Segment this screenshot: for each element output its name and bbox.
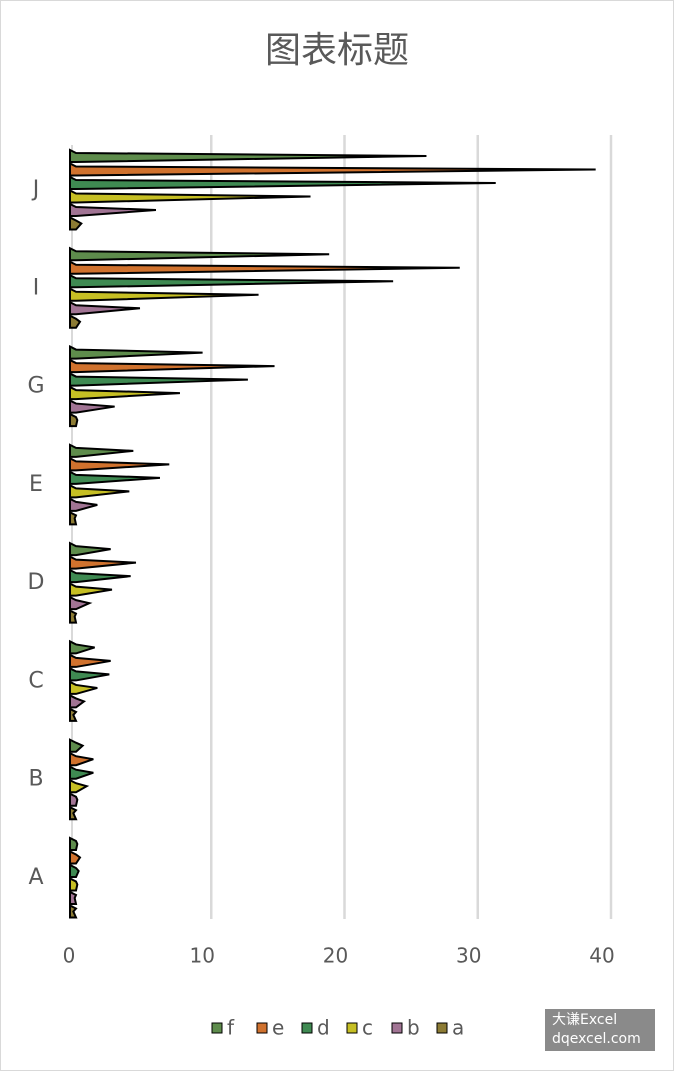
spike — [69, 707, 78, 722]
spike — [69, 148, 427, 163]
spike — [69, 260, 460, 275]
spike — [69, 778, 90, 794]
spike — [69, 836, 79, 851]
spike — [69, 188, 311, 204]
spike — [69, 246, 330, 262]
spike — [69, 412, 79, 428]
spike — [69, 903, 78, 919]
y-tick-label: I — [33, 275, 40, 300]
spike — [69, 792, 79, 807]
y-tick-label: B — [28, 767, 43, 792]
y-tick-label: A — [28, 865, 43, 890]
spike — [69, 876, 79, 892]
spike — [69, 666, 110, 682]
chart-title: 图表标题 — [265, 30, 409, 71]
x-tick-label: 0 — [63, 944, 76, 968]
spike — [69, 595, 93, 611]
legend-swatch — [211, 1022, 223, 1034]
watermark: 大谦Excel — [552, 1012, 617, 1028]
spike — [69, 358, 275, 374]
legend-swatch — [301, 1022, 313, 1034]
legend-label: a — [452, 1016, 464, 1040]
spike — [69, 541, 111, 557]
legend-swatch — [256, 1022, 268, 1034]
legend-swatch — [346, 1022, 358, 1034]
legend-label: d — [317, 1016, 330, 1040]
spike — [69, 287, 259, 302]
spike — [69, 849, 82, 865]
spike — [69, 805, 78, 821]
spike — [69, 175, 496, 190]
spike — [69, 738, 85, 753]
spike — [69, 890, 78, 905]
spike — [69, 385, 180, 401]
spike — [69, 582, 113, 597]
spike — [69, 693, 87, 709]
spike — [69, 470, 161, 485]
spike — [69, 161, 596, 177]
spike — [69, 314, 82, 329]
x-tick-label: 20 — [323, 944, 348, 968]
y-tick-label: G — [27, 374, 44, 399]
legend-swatch — [436, 1022, 448, 1034]
spike — [69, 273, 394, 289]
spike — [69, 555, 137, 570]
spike — [69, 863, 80, 878]
y-tick-label: E — [29, 472, 43, 497]
legend-label: e — [272, 1016, 284, 1040]
spike — [69, 680, 98, 695]
y-tick-label: J — [31, 177, 40, 202]
spike — [69, 344, 203, 360]
spike — [69, 609, 78, 624]
spike — [69, 300, 141, 316]
spike — [69, 639, 95, 655]
spike — [69, 751, 94, 767]
spike — [69, 456, 170, 472]
spike — [69, 215, 83, 231]
spike — [69, 371, 248, 387]
x-tick-label: 30 — [456, 944, 481, 968]
spike — [69, 443, 134, 458]
spike — [69, 568, 131, 584]
watermark: dqexcel.com — [552, 1031, 641, 1047]
spike — [69, 510, 78, 526]
spike — [69, 765, 94, 780]
y-tick-label: C — [28, 668, 43, 693]
x-tick-label: 40 — [589, 944, 614, 968]
spike — [69, 202, 157, 217]
y-tick-label: D — [28, 570, 45, 595]
legend-label: c — [362, 1016, 373, 1040]
spike — [69, 653, 111, 668]
spike — [69, 483, 130, 499]
legend-label: b — [407, 1016, 420, 1040]
spike — [69, 398, 115, 414]
x-tick-label: 10 — [190, 944, 215, 968]
watermark-box — [545, 1009, 655, 1051]
legend-swatch — [391, 1022, 403, 1034]
legend-label: f — [227, 1016, 235, 1040]
spike — [69, 497, 98, 512]
